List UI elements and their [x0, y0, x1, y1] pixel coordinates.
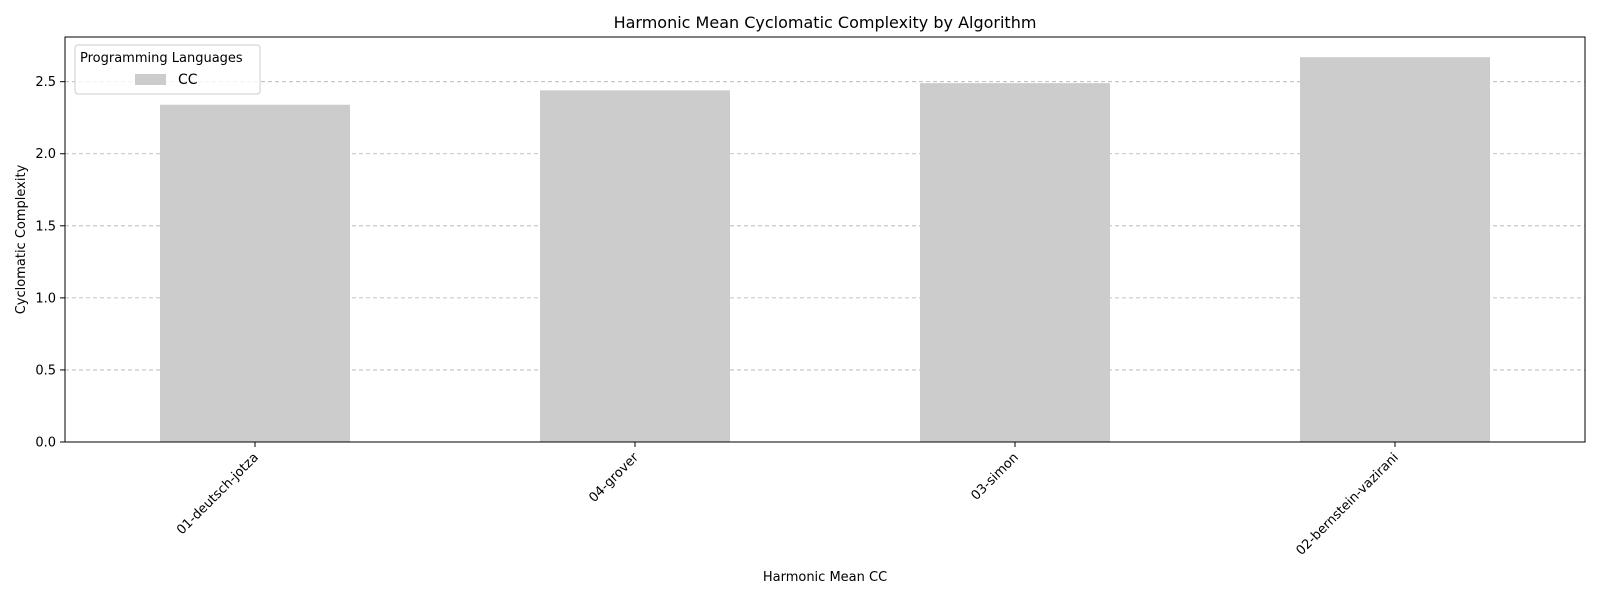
bars [160, 57, 1490, 443]
x-tick-label: 03-simon [968, 450, 1021, 503]
y-tick-label: 0.0 [35, 436, 56, 451]
bar-02-bernstein-vazirani [1300, 57, 1490, 442]
y-axis: 0.0 0.5 1.0 1.5 2.0 2.5 [35, 75, 65, 451]
x-axis-label: Harmonic Mean CC [763, 570, 887, 585]
y-tick-label: 0.5 [35, 363, 56, 378]
y-tick-label: 2.0 [35, 147, 56, 162]
x-tick-label: 01-deutsch-jotza [174, 450, 262, 538]
bar-01-deutsch-jotza [160, 104, 350, 443]
legend: Programming Languages CC [74, 44, 261, 95]
x-axis: 01-deutsch-jotza 04-grover 03-simon 02-bern… [174, 442, 1402, 559]
bar-04-grover [540, 90, 730, 443]
legend-title: Programming Languages [80, 51, 243, 66]
x-tick-label: 02-bernstein-vazirani [1294, 450, 1402, 558]
y-tick-label: 1.0 [35, 291, 56, 306]
legend-label-cc: CC [178, 72, 198, 88]
legend-box [74, 44, 261, 95]
x-tick-label: 04-grover [586, 450, 642, 506]
bar-03-simon [920, 83, 1110, 442]
chart-title: Harmonic Mean Cyclomatic Complexity by A… [614, 13, 1037, 32]
legend-swatch-cc [135, 74, 166, 85]
y-axis-label: Cyclomatic Complexity [14, 164, 29, 314]
y-tick-label: 1.5 [35, 219, 56, 234]
y-tick-label: 2.5 [35, 75, 56, 90]
plot-frame [64, 36, 1586, 443]
